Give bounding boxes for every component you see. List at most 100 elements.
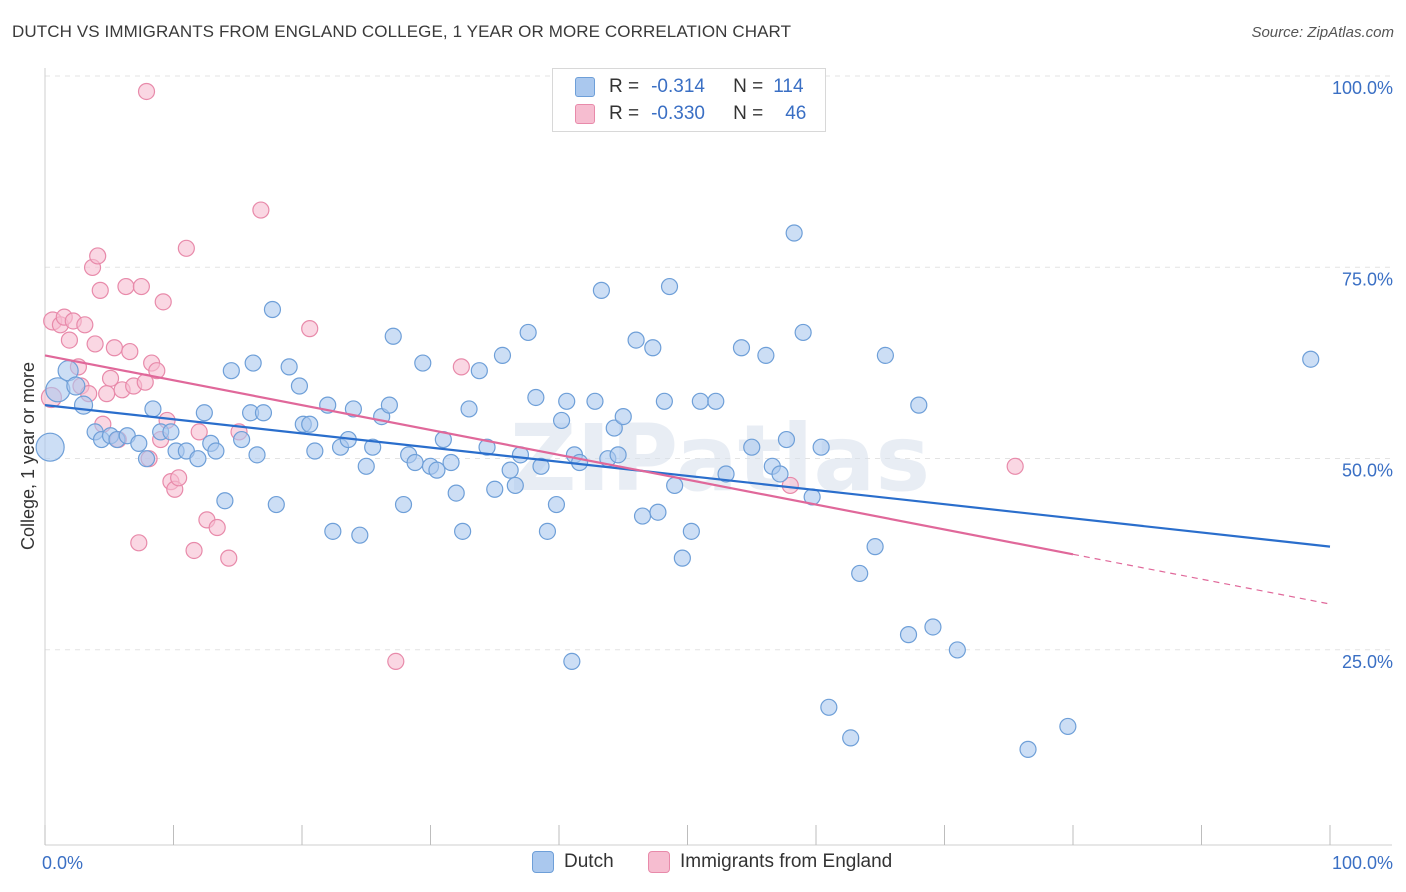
legend-n-label: N = xyxy=(733,103,764,124)
dutch-point xyxy=(301,415,319,433)
legend-swatch-dutch xyxy=(575,77,595,97)
legend-swatch-england xyxy=(648,851,670,873)
stats-legend: R = -0.314 N = 114 R = -0.330 N = 46 xyxy=(552,68,826,132)
dutch-point xyxy=(207,442,225,460)
dutch-point xyxy=(563,652,581,671)
england-point xyxy=(76,316,94,334)
grid-lines xyxy=(45,75,1392,651)
england-point xyxy=(252,201,270,219)
dutch-point xyxy=(1019,740,1037,758)
dutch-point xyxy=(532,457,550,475)
dutch-point xyxy=(233,430,251,449)
legend-r-label: R = xyxy=(609,76,640,97)
series-legend: Dutch Immigrants from England xyxy=(0,851,1406,879)
dutch-point xyxy=(254,404,273,422)
dutch-point xyxy=(460,400,478,418)
dutch-point xyxy=(614,408,632,426)
dutch-point xyxy=(454,522,472,540)
y-axis-title: College, 1 year or more xyxy=(18,362,38,550)
legend-swatch-dutch xyxy=(532,851,554,873)
dutch-point xyxy=(633,507,652,525)
dutch-point xyxy=(442,453,460,472)
legend-n-value: 46 xyxy=(785,103,807,124)
dutch-point xyxy=(137,450,156,468)
dutch-point xyxy=(552,411,571,430)
dutch-point xyxy=(609,446,627,464)
dutch-point xyxy=(660,277,679,296)
england-trend-extension xyxy=(1072,553,1331,605)
legend-label-england: Immigrants from England xyxy=(680,851,893,872)
dutch-point xyxy=(280,358,298,376)
england-point xyxy=(130,534,148,552)
legend-swatch-england xyxy=(575,104,595,124)
dutch-point xyxy=(66,376,86,396)
england-point xyxy=(301,320,319,338)
dutch-point xyxy=(344,400,362,418)
y-tick-label: 75.0% xyxy=(1342,269,1393,289)
dutch-point xyxy=(189,450,207,468)
england-point xyxy=(132,277,150,296)
dutch-point xyxy=(263,300,282,319)
dutch-point xyxy=(216,492,234,510)
trend-lines xyxy=(44,354,1331,605)
dutch-point xyxy=(248,446,266,464)
england-point xyxy=(117,277,135,296)
dutch-point xyxy=(924,618,942,636)
legend-item-dutch[interactable]: Dutch xyxy=(532,851,614,873)
england-point xyxy=(91,281,109,299)
dutch-point xyxy=(414,354,432,372)
dutch-point xyxy=(506,476,524,495)
x-tick-label: 100.0% xyxy=(1332,853,1393,873)
dutch-point xyxy=(1059,717,1077,736)
dutch-point xyxy=(324,522,342,540)
dutch-point xyxy=(380,396,398,414)
dutch-point xyxy=(866,538,884,556)
dutch-point xyxy=(627,331,645,349)
england-point xyxy=(452,358,470,376)
england-point xyxy=(60,331,79,349)
dutch-point xyxy=(732,339,751,357)
england-point xyxy=(121,342,139,361)
dutch-point xyxy=(1302,350,1320,368)
dutch-point xyxy=(357,457,375,475)
england-point xyxy=(105,339,123,357)
dutch-point xyxy=(394,495,413,514)
dutch-point xyxy=(195,404,213,422)
legend-item-england[interactable]: Immigrants from England xyxy=(648,851,892,873)
dutch-point xyxy=(222,362,240,380)
dutch-point xyxy=(777,430,796,449)
dutch-point xyxy=(812,438,830,456)
dutch-point xyxy=(130,434,148,452)
dutch-point xyxy=(478,438,496,456)
y-tick-label: 50.0% xyxy=(1342,461,1393,481)
dutch-point xyxy=(558,392,576,410)
dutch-point xyxy=(605,419,623,437)
dutch-point xyxy=(447,484,465,502)
dutch-point xyxy=(267,495,285,514)
y-tick-label: 100.0% xyxy=(1332,78,1393,98)
legend-r-value: -0.314 xyxy=(651,76,705,97)
dutch-point xyxy=(351,526,369,544)
dutch-point xyxy=(364,438,382,456)
england-point xyxy=(190,423,208,441)
legend-r-label: R = xyxy=(609,103,640,124)
dutch-point xyxy=(691,392,709,410)
dutch-point xyxy=(717,465,735,483)
y-axis-label: College, 1 year or more xyxy=(18,362,38,550)
dutch-point xyxy=(384,327,402,345)
dutch-point xyxy=(876,346,894,364)
dutch-point xyxy=(538,522,557,540)
dutch-point xyxy=(428,461,446,479)
england-point xyxy=(101,369,120,387)
legend-row-dutch: R = -0.314 N = 114 xyxy=(575,74,804,100)
dutch-point xyxy=(493,346,512,364)
dutch-point xyxy=(948,641,966,659)
england-point xyxy=(148,362,166,380)
source-label: Source: ZipAtlas.com xyxy=(1251,24,1394,41)
dutch-point xyxy=(655,392,673,410)
dutch-point xyxy=(586,392,604,410)
y-tick-label: 25.0% xyxy=(1342,652,1393,672)
dutch-point xyxy=(470,362,488,380)
england-point xyxy=(220,549,238,567)
